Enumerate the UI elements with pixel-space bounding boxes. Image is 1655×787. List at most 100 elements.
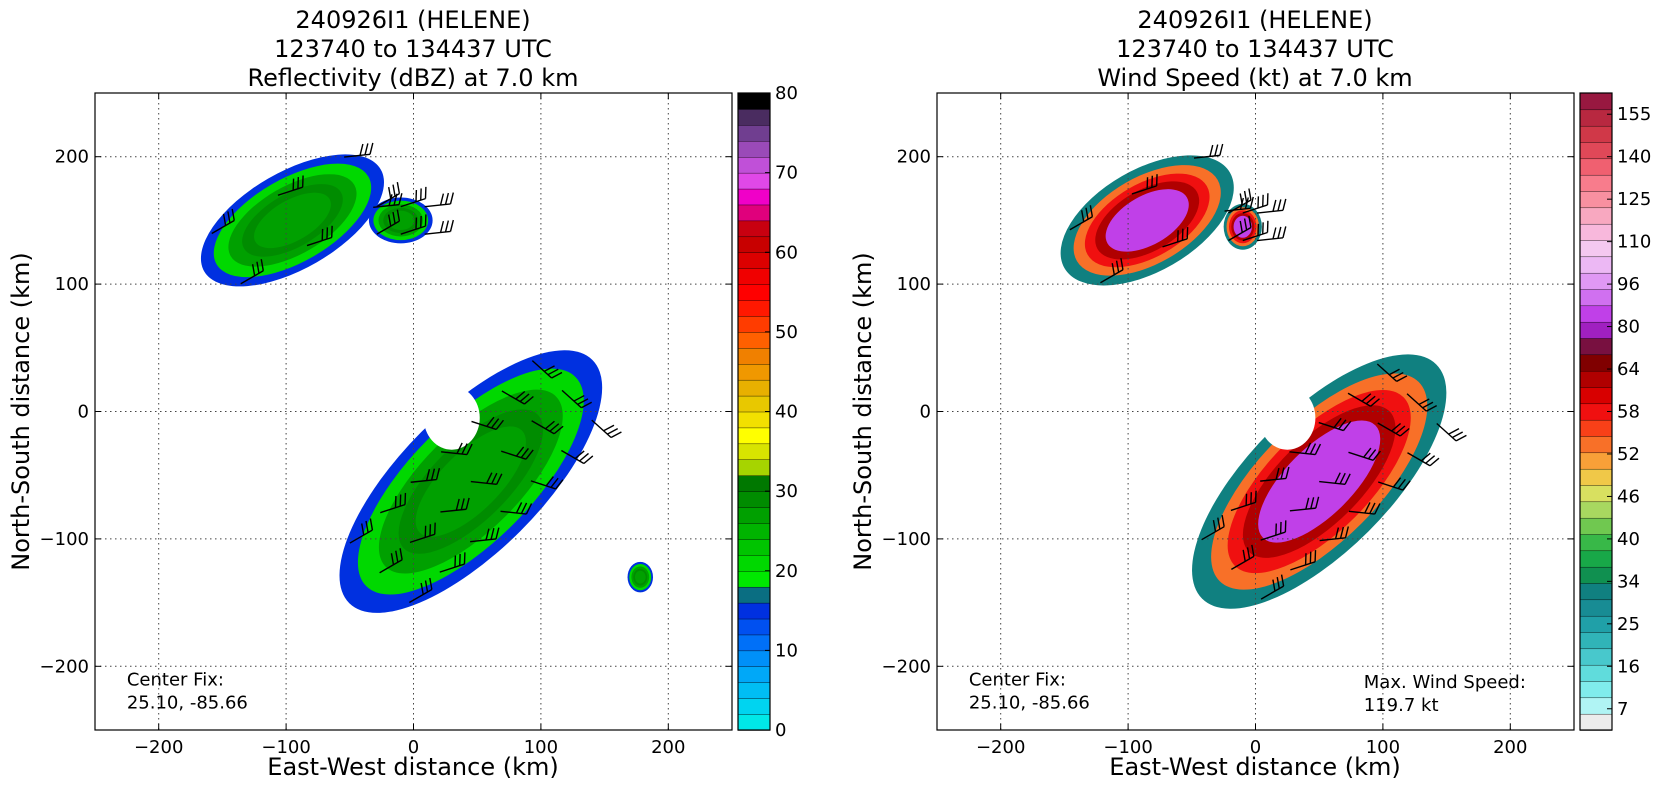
reflectivity-colorbar-label: 0 — [775, 720, 786, 741]
wind-speed-axis-ticks: −200 −100 0 100 200 −200 −100 0 100 200 — [882, 93, 1574, 758]
reflectivity-colorbar-swatch — [737, 522, 771, 540]
wind-speed-colorbar-label: 110 — [1617, 232, 1651, 253]
wind-speed-xtick-label: 100 — [1366, 737, 1400, 758]
wind-speed-wind-barb — [1377, 422, 1410, 437]
wind-speed-colorbar-swatch — [1579, 582, 1613, 601]
reflectivity-colorbar-swatch — [737, 443, 771, 460]
wind-speed-colorbar-label: 80 — [1617, 317, 1640, 338]
reflectivity-xtick-label: −100 — [261, 737, 310, 758]
reflectivity-annotation: 25.10, -85.66 — [127, 692, 248, 713]
wind-speed-colorbar-swatch — [1579, 533, 1613, 552]
wind-speed-wind-barb — [1242, 220, 1269, 242]
reflectivity-colorbar-swatch — [737, 315, 771, 333]
wind-speed-wind-barb — [1260, 574, 1285, 600]
reflectivity-wind-barb — [240, 259, 265, 285]
reflectivity-colorbar-swatch — [737, 236, 771, 253]
wind-speed-wind-barb — [1242, 193, 1269, 214]
reflectivity-annotations: Center Fix:25.10, -85.66 — [127, 669, 248, 713]
reflectivity-ylabel: North-South distance (km) — [7, 252, 35, 571]
reflectivity-wind-barb — [501, 446, 534, 460]
wind-speed-colorbar-swatch — [1579, 517, 1613, 535]
reflectivity-ytick-label: 100 — [55, 274, 89, 295]
reflectivity-colorbar-swatch — [737, 172, 771, 190]
wind-speed-colorbar-swatch — [1579, 174, 1613, 192]
reflectivity-xlabel: East-West distance (km) — [267, 753, 558, 781]
wind-speed-wind-barb — [1319, 472, 1351, 485]
reflectivity-wind-barb — [424, 219, 455, 235]
reflectivity-colorbar-swatch — [737, 92, 771, 110]
wind-speed-wind-barb — [1231, 544, 1255, 571]
reflectivity-title-line-2: 123740 to 134437 UTC — [274, 35, 552, 63]
reflectivity-northern-cell — [368, 197, 433, 244]
wind-speed-colorbar-label: 7 — [1617, 699, 1628, 720]
reflectivity-ytick-label: −100 — [40, 529, 89, 550]
wind-speed-colorbar-swatch — [1579, 452, 1613, 470]
reflectivity-colorbar-swatch — [737, 618, 771, 636]
wind-speed-colorbar-swatch — [1579, 239, 1613, 258]
reflectivity-colorbar-swatch — [737, 586, 771, 604]
wind-speed-wind-barb — [1069, 205, 1094, 231]
reflectivity-wind-barb — [344, 142, 374, 158]
wind-speed-colorbar-swatch — [1579, 697, 1613, 715]
wind-speed-wind-barbs — [1069, 143, 1467, 600]
wind-speed-wind-barb — [1228, 215, 1252, 242]
reflectivity-colorbar-swatch — [737, 124, 771, 142]
reflectivity-wind-barb — [471, 416, 504, 431]
reflectivity-colorbar-swatch — [737, 666, 771, 683]
wind-speed-wind-barb — [1436, 422, 1467, 442]
wind-speed-colorbar-swatch — [1579, 109, 1613, 127]
reflectivity-wind-barbs — [211, 142, 622, 604]
reflectivity-wind-barb — [441, 442, 473, 456]
wind-speed-colorbar-label: 34 — [1617, 571, 1640, 592]
wind-speed-xtick-label: 0 — [1250, 737, 1261, 758]
wind-speed-wind-barb — [1347, 392, 1380, 407]
wind-speed-colorbar-swatch — [1579, 501, 1613, 519]
reflectivity-colorbar-swatch — [737, 252, 771, 269]
reflectivity-wind-barb — [410, 468, 441, 483]
wind-speed-wind-barb — [1289, 496, 1320, 512]
wind-speed-title-line-1: 240926I1 (HELENE) — [1137, 6, 1372, 34]
wind-speed-title-line-3: Wind Speed (kt) at 7.0 km — [1097, 64, 1412, 92]
reflectivity-wind-barb — [440, 497, 470, 513]
wind-speed-wind-barb — [1230, 490, 1257, 512]
reflectivity-colorbar-swatch — [737, 506, 771, 524]
reflectivity-wind-barb — [439, 552, 466, 573]
wind-speed-wind-barb — [1377, 477, 1411, 491]
reflectivity-wind-barb — [400, 214, 427, 235]
wind-speed-colorbar-label: 40 — [1617, 529, 1640, 550]
reflectivity-colorbar-swatch — [737, 570, 771, 588]
reflectivity-gridlines — [95, 93, 732, 730]
wind-speed-eye — [1259, 386, 1316, 450]
wind-speed-colorbar-swatch — [1579, 599, 1613, 617]
wind-speed-colorbar-swatch — [1579, 386, 1613, 405]
wind-speed-colorbar-swatch — [1579, 370, 1613, 388]
reflectivity-colorbar-swatch — [737, 379, 771, 397]
reflectivity-title-line-1: 240926I1 (HELENE) — [295, 6, 530, 34]
reflectivity-xtick-label: 200 — [651, 737, 685, 758]
reflectivity-colorbar-swatch — [737, 411, 771, 429]
reflectivity-colorbar-swatch — [737, 108, 771, 126]
reflectivity-title-line-3: Reflectivity (dBZ) at 7.0 km — [248, 64, 579, 92]
reflectivity-ytick-label: 200 — [55, 147, 89, 168]
wind-speed-xtick-label: −100 — [1103, 737, 1152, 758]
reflectivity-colorbar-label: 60 — [775, 242, 798, 263]
reflectivity-colorbar-swatch — [737, 459, 771, 476]
wind-speed-colorbar-label: 96 — [1617, 274, 1640, 295]
reflectivity-wind-barb — [530, 476, 564, 490]
reflectivity-colorbar-label: 10 — [775, 640, 798, 661]
wind-speed-ytick-label: −200 — [882, 656, 931, 677]
reflectivity-wind-barb — [380, 492, 407, 514]
reflectivity-wind-barb — [306, 225, 333, 247]
reflectivity-plot-area: −200 −100 0 100 200 −200 −100 0 100 200 — [40, 92, 733, 758]
wind-speed-ytick-label: 200 — [897, 147, 931, 168]
wind-speed-wind-barb — [1290, 550, 1317, 571]
reflectivity-wind-barb — [531, 420, 564, 435]
wind-speed-wind-barb — [1407, 452, 1440, 467]
reflectivity-colorbar-swatch — [737, 427, 771, 445]
wind-speed-colorbar-label: 140 — [1617, 147, 1651, 168]
wind-speed-colorbar-swatch — [1579, 648, 1613, 666]
reflectivity-colorbar-swatch — [737, 682, 771, 699]
reflectivity-colorbar-swatch — [737, 363, 771, 381]
reflectivity-wind-barb — [400, 186, 427, 208]
wind-speed-ytick-label: 0 — [920, 402, 931, 423]
